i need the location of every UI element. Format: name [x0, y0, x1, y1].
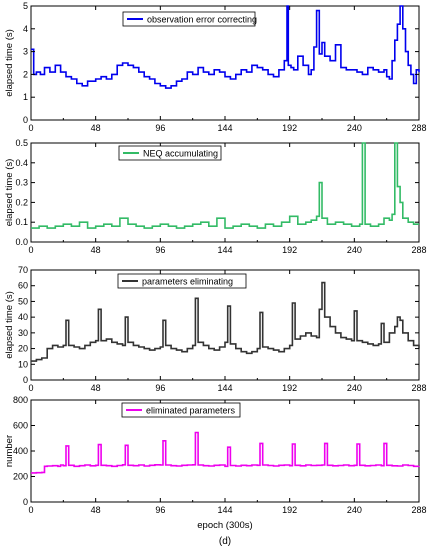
chart-2-y-tick-label: 50: [18, 296, 28, 306]
chart-2-y-tick-label: 30: [18, 328, 28, 338]
chart-2-y-tick-label: 20: [18, 344, 28, 354]
chart-2-x-tick-label: 192: [282, 383, 297, 393]
chart-2-x-tick-label: 48: [91, 383, 101, 393]
chart-3-y-tick-label: 800: [13, 395, 28, 405]
chart-1-x-tick-label: 240: [347, 245, 362, 255]
chart-0-y-axis-title: elapsed time (s): [4, 29, 15, 97]
chart-1-x-tick-label: 192: [282, 245, 297, 255]
chart-3-x-tick-label: 240: [347, 505, 362, 515]
chart-1-legend: NEQ accumulating: [118, 145, 222, 161]
chart-3-legend: eliminated parameters: [121, 402, 241, 418]
chart-3-y-axis-title: number: [4, 435, 15, 467]
chart-2-x-tick-label: 144: [217, 383, 232, 393]
chart-2-y-tick-label: 60: [18, 281, 28, 291]
chart-0-x-tick-label: 240: [347, 123, 362, 133]
chart-1-legend-label: NEQ accumulating: [143, 149, 218, 159]
chart-3-x-tick-label: 288: [411, 505, 426, 515]
chart-1-y-tick-label: 0.2: [15, 197, 28, 207]
chart-1-y-tick-label: 0.0: [15, 237, 28, 247]
chart-0-x-tick-label: 288: [411, 123, 426, 133]
chart-1-x-tick-label: 144: [217, 245, 232, 255]
panel-b: 0 48 96 144 192 240 288 0.0 0.1 0.2 0.3 0.4 0.5 elaps…: [4, 138, 427, 285]
chart-1-series-line-0: [31, 142, 419, 229]
chart-3-x-axis-title: epoch (300s): [197, 520, 252, 531]
chart-0-x-tick-label: 48: [91, 123, 101, 133]
chart-0-y-tick-label: 3: [23, 47, 28, 57]
chart-0-y-tick-label: 2: [23, 69, 28, 79]
chart-3-y-tick-label: 0: [23, 497, 28, 507]
chart-0-y-tick-label: 5: [23, 1, 28, 11]
chart-0-y-tick-label: 4: [23, 24, 28, 34]
chart-1-x-tick-label: 96: [155, 245, 165, 255]
chart-0-x-tick-label: 192: [282, 123, 297, 133]
chart-2-legend-label: parameters eliminating: [142, 277, 233, 287]
chart-2-x-tick-label: 0: [28, 383, 33, 393]
chart-3-x-tick-label: 0: [28, 505, 33, 515]
chart-3-x-tick-label: 96: [155, 505, 165, 515]
chart-2-y-tick-label: 10: [18, 359, 28, 369]
chart-1-y-tick-label: 0.1: [15, 217, 28, 227]
chart-3-caption: (d): [219, 536, 231, 547]
chart-3-legend-label: eliminated parameters: [146, 406, 236, 416]
chart-2-legend-box: [117, 273, 247, 289]
chart-1-y-tick-label: 0.5: [15, 138, 28, 148]
chart-0-x-tick-label: 96: [155, 123, 165, 133]
chart-2-x-tick-label: 96: [155, 383, 165, 393]
chart-0-y-tick-label: 1: [23, 92, 28, 102]
chart-1-x-tick-label: 0: [28, 245, 33, 255]
chart-1-legend-box: [118, 145, 222, 161]
chart-0-legend-label: observation error correcting: [147, 15, 257, 25]
chart-2-y-tick-label: 40: [18, 312, 28, 322]
chart-2-legend: parameters eliminating: [117, 273, 247, 289]
chart-0-series-line-0: [31, 5, 420, 89]
chart-3-legend-box: [121, 402, 241, 418]
chart-2-y-tick-label: 0: [23, 375, 28, 385]
chart-0-legend-box: [122, 11, 256, 27]
panel-c: 0 48 96 144 192 240 288 0 10 20 30 40 50 60 70 elapsed …: [4, 265, 427, 421]
chart-3-x-tick-label: 48: [91, 505, 101, 515]
chart-2-y-tick-label: 70: [18, 265, 28, 275]
chart-3-y-tick-label: 600: [13, 421, 28, 431]
chart-0-legend: observation error correcting: [122, 11, 257, 27]
chart-3-x-tick-label: 144: [217, 505, 232, 515]
chart-0-x-tick-label: 144: [217, 123, 232, 133]
panel-d: 0 48 96 144 192 240 288 0 200 400 600 800 number epoc…: [4, 395, 427, 547]
chart-3-y-tick-label: 200: [13, 472, 28, 482]
chart-2-series-line-0: [31, 281, 420, 362]
chart-1-y-tick-label: 0.4: [15, 158, 28, 168]
chart-1-x-tick-label: 288: [411, 245, 426, 255]
chart-2-y-axis-title: elapsed time (s): [4, 291, 15, 359]
chart-2-x-tick-label: 288: [411, 383, 426, 393]
chart-1-x-tick-label: 48: [91, 245, 101, 255]
chart-0-x-tick-label: 0: [28, 123, 33, 133]
chart-3-series-line-0: [31, 431, 420, 474]
chart-3-y-tick-label: 400: [13, 446, 28, 456]
chart-1-y-axis-title: elapsed time (s): [4, 159, 15, 227]
chart-0-y-tick-label: 0: [23, 115, 28, 125]
chart-1-y-tick-label: 0.3: [15, 178, 28, 188]
panel-a: 0 48 96 144 192 240 288 0 1 2 3 4 5 elapsed time (s) o…: [4, 1, 427, 159]
chart-3-x-tick-label: 192: [282, 505, 297, 515]
chart-2-x-tick-label: 240: [347, 383, 362, 393]
